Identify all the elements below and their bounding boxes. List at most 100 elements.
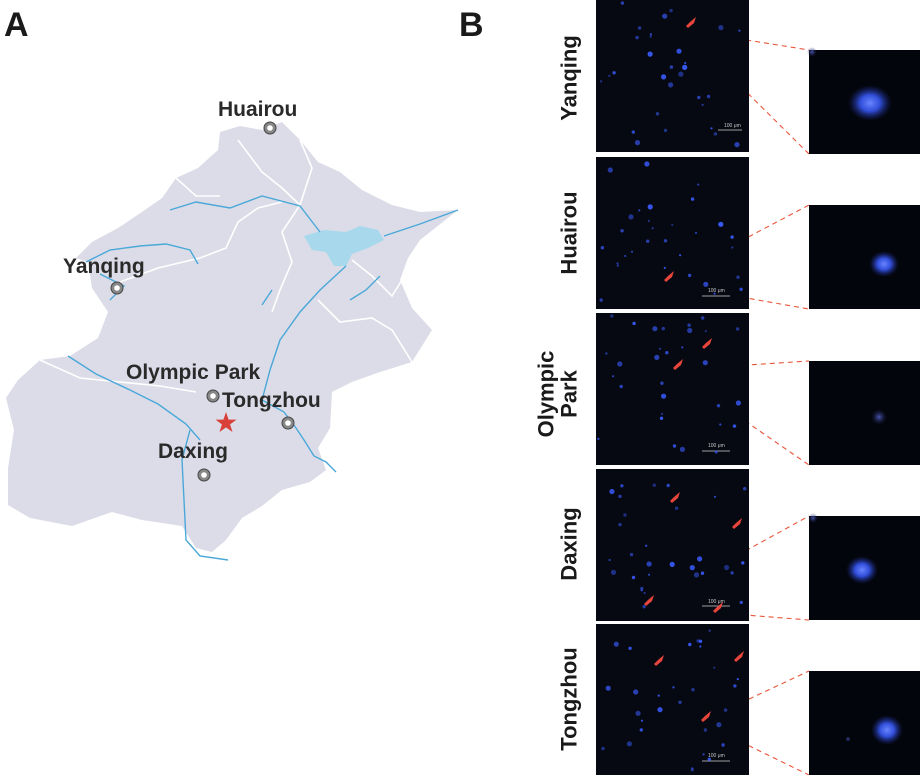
particle: [661, 393, 667, 399]
particle: [678, 71, 684, 77]
particle: [669, 561, 675, 568]
particle: [731, 246, 734, 249]
cell-glow: [871, 409, 887, 425]
rivers: [67, 195, 459, 561]
particle: [663, 266, 666, 269]
particle: [654, 354, 660, 360]
location-label-olympic-park: Olympic Park: [126, 361, 261, 384]
particle: [730, 235, 734, 239]
scale-bar-label: 100 μm: [708, 599, 725, 605]
particle: [669, 65, 674, 69]
cell-glow: [808, 513, 818, 523]
particle: [718, 25, 724, 31]
particle: [626, 741, 633, 747]
particle: [665, 351, 669, 355]
red-arrow-icon: [644, 595, 654, 606]
particle: [687, 327, 693, 334]
particle: [616, 262, 619, 265]
particle: [713, 666, 716, 669]
particle: [713, 132, 718, 136]
particle: [620, 229, 624, 233]
scale-bar-label: 100 μm: [724, 123, 741, 129]
particle: [630, 250, 634, 253]
particle: [702, 753, 705, 756]
zoom-inset-huairou: [809, 205, 920, 309]
particle: [607, 167, 613, 173]
particle: [661, 326, 665, 331]
panel-label-a: A: [4, 6, 29, 44]
particle: [659, 416, 664, 420]
particle: [638, 209, 641, 212]
location-marker-icon: [263, 121, 277, 135]
particle: [694, 231, 698, 234]
particle: [600, 246, 605, 250]
particle: [657, 707, 663, 713]
particle: [612, 375, 615, 378]
red-star-icon: [215, 412, 237, 432]
particle: [697, 95, 701, 100]
fluorescent-particles: [597, 1, 747, 772]
particle: [605, 352, 608, 355]
particle: [714, 450, 718, 454]
scale-bar-label: 100 μm: [708, 443, 725, 449]
particle: [616, 264, 619, 267]
particle: [672, 686, 675, 689]
particle: [674, 506, 679, 510]
particle: [613, 641, 619, 647]
particle: [629, 552, 634, 557]
particle: [608, 74, 611, 77]
particle: [608, 558, 611, 562]
particle: [687, 323, 691, 327]
location-label-tongzhou: Tongzhou: [222, 389, 321, 412]
particle: [707, 757, 711, 761]
particle: [738, 29, 741, 32]
red-arrow-icon: [670, 492, 680, 503]
particle: [648, 573, 651, 576]
cell-glow: [807, 47, 817, 57]
map-land: [6, 122, 458, 552]
particle: [640, 586, 644, 591]
particle: [612, 71, 616, 75]
particle: [736, 678, 739, 681]
particle: [684, 61, 687, 65]
particle: [601, 746, 605, 751]
particle: [637, 26, 642, 30]
particle: [651, 227, 654, 230]
particle: [713, 495, 717, 498]
location-marker-icon: [206, 389, 220, 403]
cell-glow: [845, 736, 851, 742]
particle: [640, 719, 644, 722]
particle: [631, 575, 636, 580]
particle: [697, 183, 700, 186]
cell-glow: [848, 85, 892, 121]
particle: [620, 484, 624, 488]
particle: [676, 48, 682, 54]
micrograph-olympic-park: [596, 313, 749, 465]
particle: [671, 223, 674, 226]
particle: [681, 346, 684, 349]
particle: [628, 646, 632, 650]
particle: [688, 642, 692, 647]
particle: [666, 483, 670, 488]
location-marker-icon: [110, 281, 124, 295]
particle: [618, 522, 622, 527]
particle: [663, 128, 668, 133]
red-arrow-icon: [713, 602, 723, 613]
district-borders: [39, 139, 413, 393]
particle: [697, 556, 703, 562]
particle: [713, 292, 716, 295]
particle: [617, 361, 623, 367]
zoom-inset-olympic-park: [809, 361, 920, 465]
location-label-daxing: Daxing: [158, 440, 229, 463]
particle: [663, 239, 668, 243]
particle: [743, 487, 747, 491]
particle: [610, 314, 614, 318]
particle: [678, 700, 682, 704]
particle: [624, 254, 627, 258]
particle: [691, 767, 694, 770]
particle: [660, 381, 664, 385]
particle: [704, 330, 707, 333]
scale-bar-label: 100 μm: [708, 753, 725, 759]
particle: [718, 221, 724, 227]
